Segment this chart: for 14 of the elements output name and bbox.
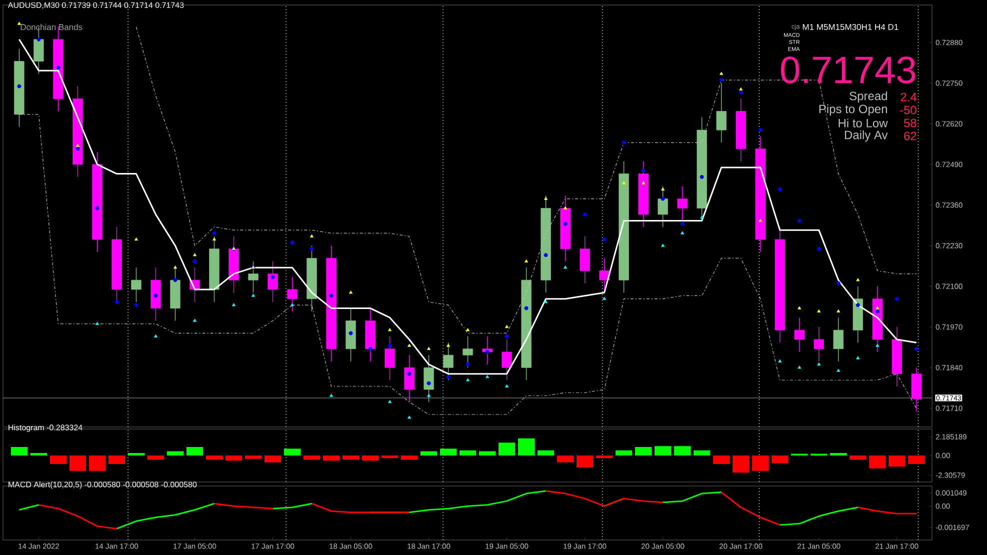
- chart-title: Histogram -0.283324: [8, 424, 82, 432]
- annotation: 58: [904, 118, 916, 128]
- annotation: Daily Av: [844, 130, 888, 142]
- annotation: 2.4: [900, 92, 917, 102]
- annotation: Pips to Open: [819, 104, 887, 116]
- annotation: -50: [900, 106, 916, 114]
- annotation: Donchian Bands: [20, 24, 82, 30]
- chart-title: AUDUSD,M30 0.71739 0.71744 0.71714 0.71743: [8, 2, 184, 9]
- annotation: M1 M5M15M30H1 H4 D1: [802, 24, 898, 30]
- annotation: Hi to Low: [838, 118, 888, 128]
- annotation: Spread: [850, 91, 887, 103]
- annotation: 62: [904, 132, 916, 140]
- chart-title: MACD Alert(10,20,5) -0.000580 -0.000508 -0.000580: [8, 481, 197, 489]
- annotation: 0.71743: [780, 56, 916, 84]
